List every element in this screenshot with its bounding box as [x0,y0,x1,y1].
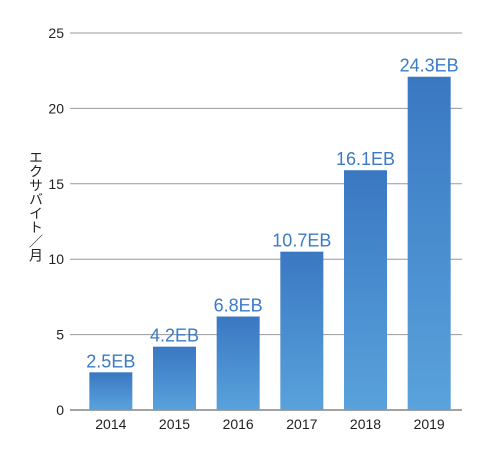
x-tick-label-2018: 2018 [350,416,381,432]
x-tick-label-2019: 2019 [414,416,445,432]
data-label-2014: 2.5EB [86,351,135,371]
bars [89,76,451,411]
x-tick-label-2016: 2016 [223,416,254,432]
data-label-2018: 16.1EB [336,149,395,169]
tick-labels: 0 5 10 15 20 25 2014 2015 2016 2017 2018 2019 [48,25,445,432]
data-label-2017: 10.7EB [272,231,331,251]
y-tick-label: 20 [48,100,64,116]
bar-2018 [344,170,387,410]
data-label-2016: 6.8EB [214,296,263,316]
y-tick-label: 10 [48,251,64,267]
bar-2019 [407,76,451,411]
y-tick-label: 5 [56,327,64,343]
bar-2017 [280,251,324,410]
grid-lines [70,32,462,411]
y-tick-label: 25 [48,25,64,41]
y-axis-label: エクサバイト／月 [27,150,43,262]
x-tick-label-2017: 2017 [286,416,317,432]
bar-2015 [153,346,196,410]
y-tick-label: 15 [48,176,64,192]
x-tick-label-2014: 2014 [95,416,126,432]
bar-2016 [216,316,260,410]
bar-2014 [89,372,133,410]
data-label-2015: 4.2EB [150,326,199,346]
y-tick-label: 0 [56,402,64,418]
x-tick-label-2015: 2015 [159,416,190,432]
data-labels: 2.5EB 4.2EB 6.8EB 10.7EB 16.1EB 24.3EB [86,56,458,372]
data-label-2019: 24.3EB [400,56,459,76]
